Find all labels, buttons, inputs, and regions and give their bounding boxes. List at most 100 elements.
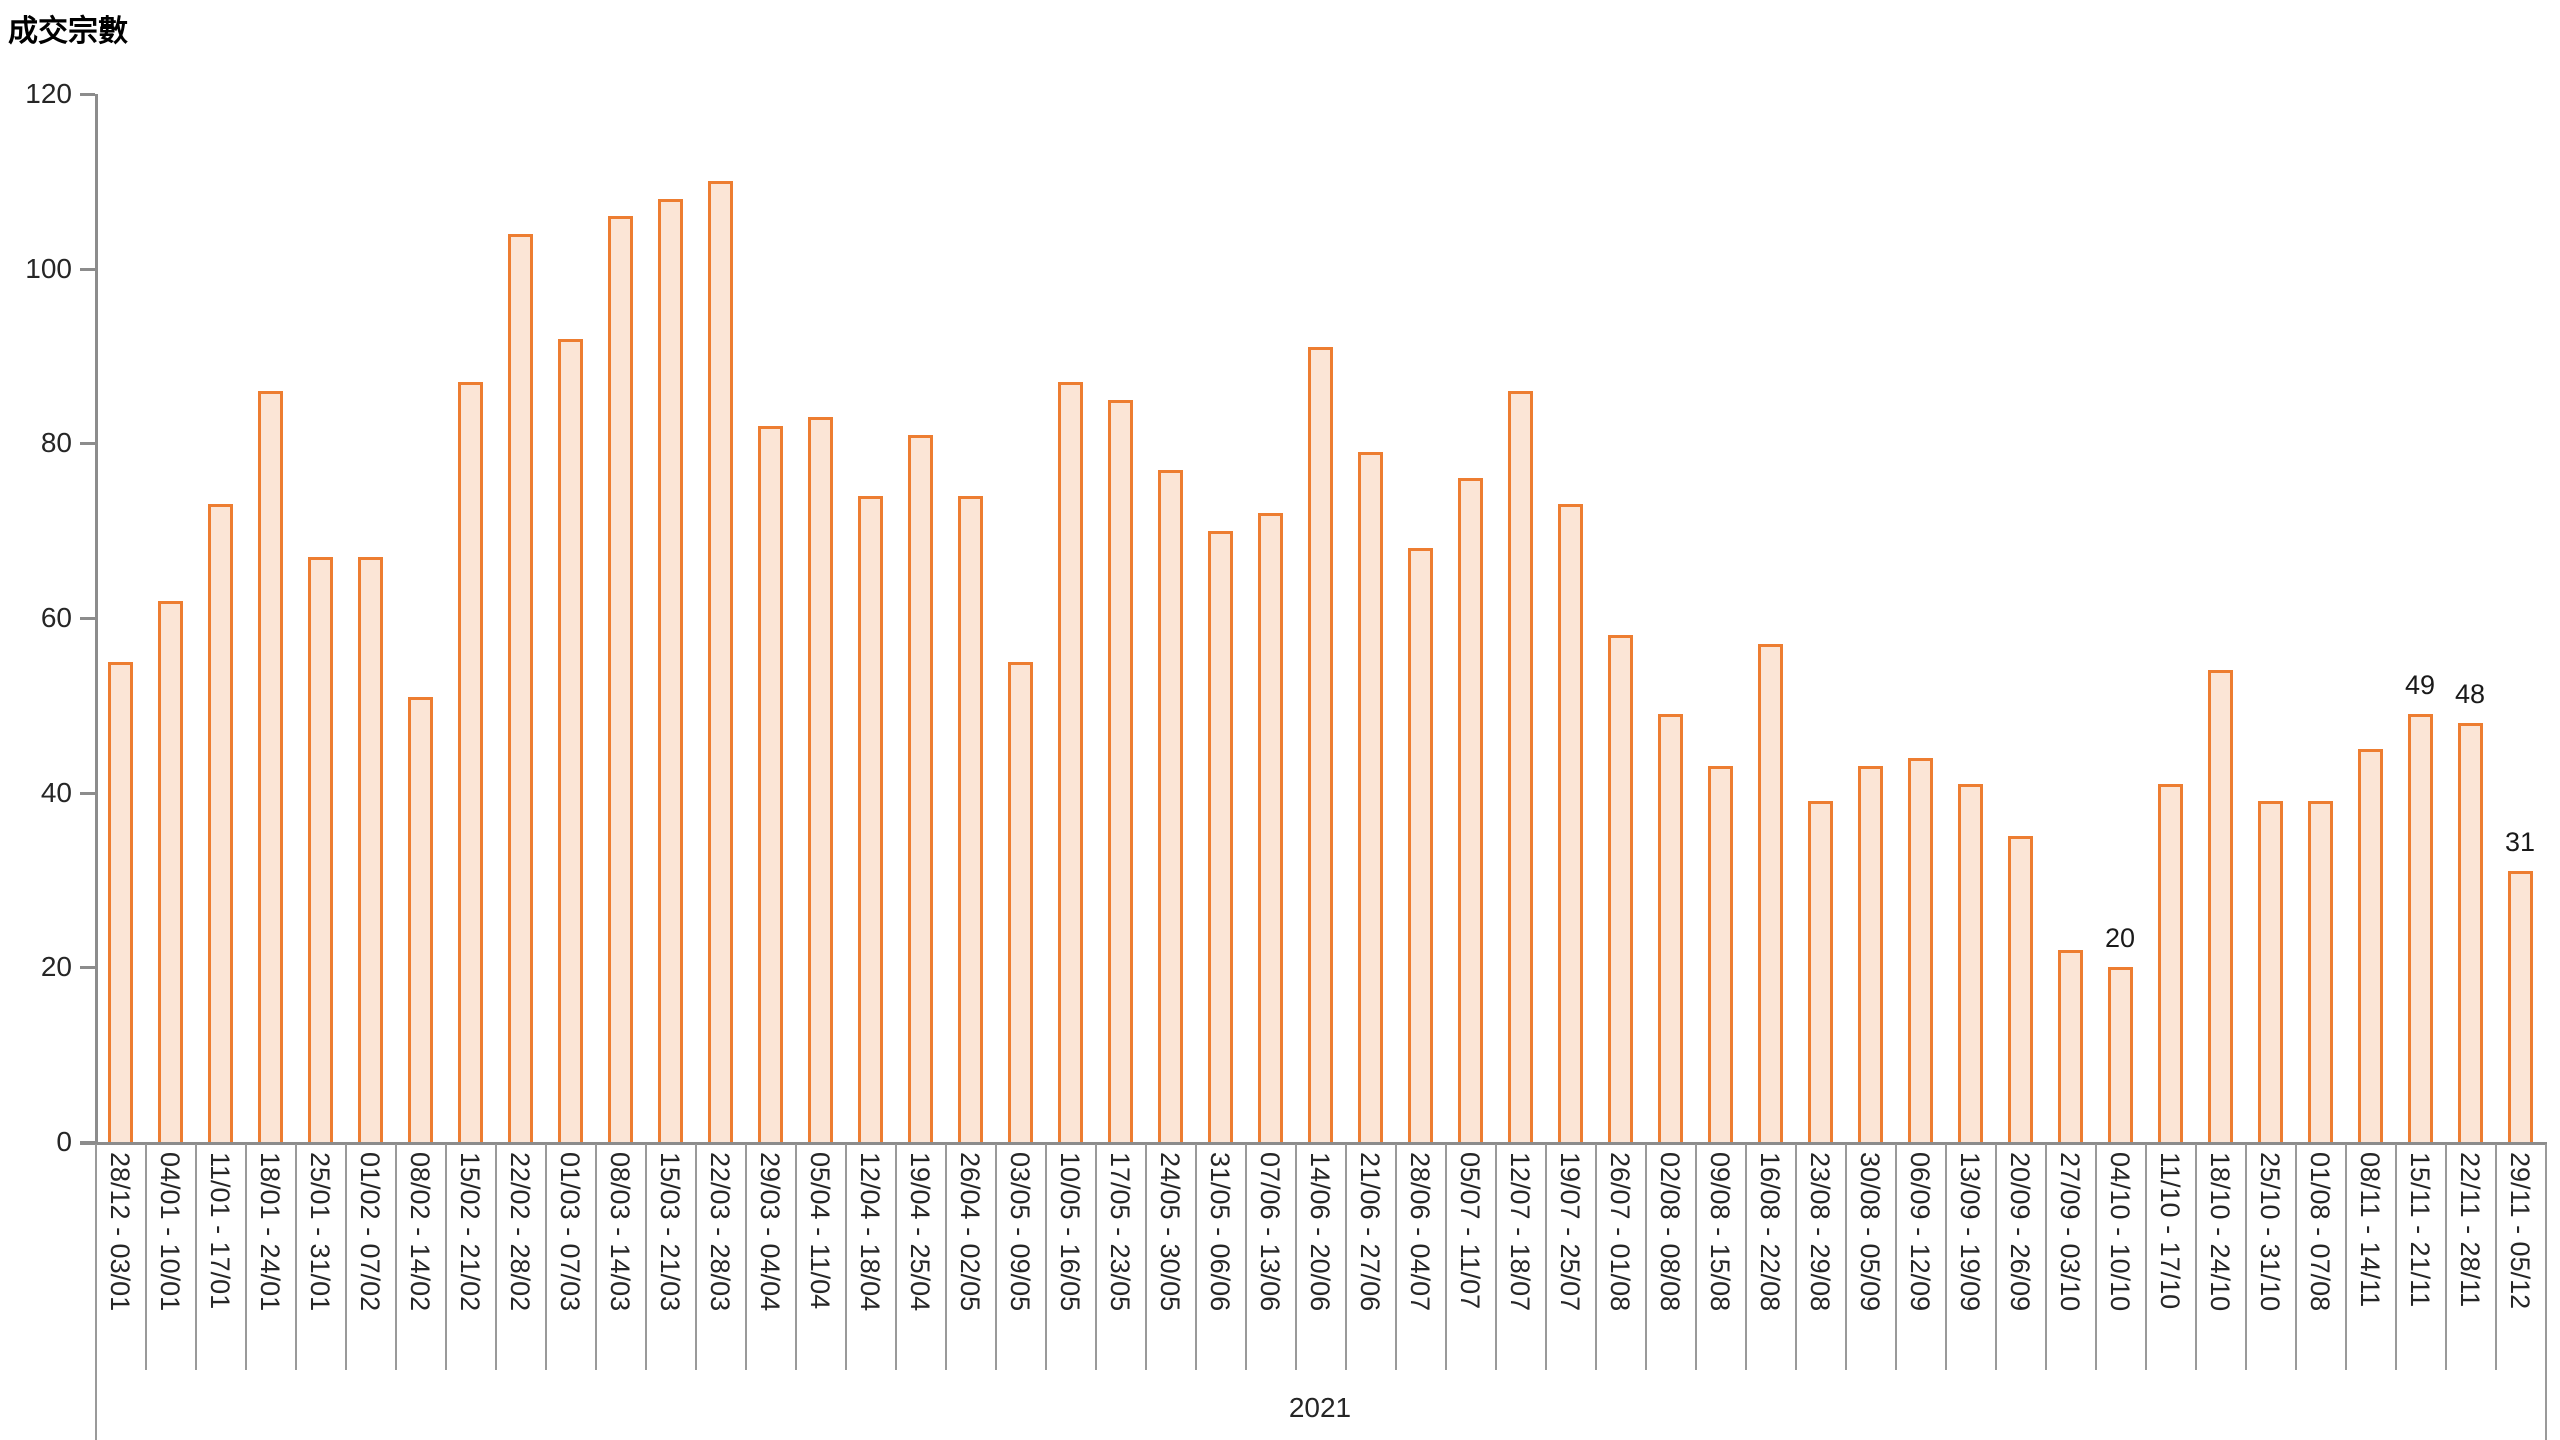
y-tick-mark — [80, 267, 95, 271]
x-axis-label: 30/08 - 05/09 — [1845, 1152, 1895, 1368]
x-axis-label: 21/06 - 27/06 — [1345, 1152, 1395, 1368]
bar — [1607, 635, 1633, 1142]
x-axis-label: 23/08 - 29/08 — [1795, 1152, 1845, 1368]
bar — [1457, 478, 1483, 1142]
x-axis-label-text: 17/05 - 23/05 — [1105, 1152, 1135, 1312]
bar — [357, 556, 383, 1142]
x-axis-label-text: 28/12 - 03/01 — [105, 1152, 135, 1312]
x-axis-label: 28/12 - 03/01 — [95, 1152, 145, 1368]
bar — [507, 233, 533, 1142]
x-axis-label-text: 11/10 - 17/10 — [2155, 1152, 2185, 1310]
category-separator — [2095, 1144, 2097, 1370]
bar-data-label: 48 — [2454, 678, 2486, 709]
x-axis-label: 04/01 - 10/01 — [145, 1152, 195, 1368]
category-separator — [1695, 1144, 1697, 1370]
bar — [1507, 390, 1533, 1142]
category-separator — [2245, 1144, 2247, 1370]
x-axis-label: 26/07 - 01/08 — [1595, 1152, 1645, 1368]
x-axis-label-text: 05/04 - 11/04 — [805, 1152, 835, 1310]
x-axis-label-text: 10/05 - 16/05 — [1055, 1152, 1085, 1312]
x-axis-label: 14/06 - 20/06 — [1295, 1152, 1345, 1368]
category-separator — [645, 1144, 647, 1370]
x-axis-label: 15/02 - 21/02 — [445, 1152, 495, 1368]
year-label: 2021 — [1288, 1392, 1352, 1423]
bar — [1957, 783, 1983, 1142]
bar — [2507, 871, 2533, 1142]
x-axis-label-text: 27/09 - 03/10 — [2055, 1152, 2085, 1312]
y-tick-mark — [80, 93, 95, 96]
x-axis-label: 04/10 - 10/10 — [2095, 1152, 2145, 1368]
category-separator — [245, 1144, 247, 1370]
x-axis-label: 09/08 - 15/08 — [1695, 1152, 1745, 1368]
category-separator — [1195, 1144, 1197, 1370]
y-tick-mark — [80, 966, 95, 970]
x-axis-label-text: 04/01 - 10/01 — [155, 1152, 185, 1312]
x-axis-label: 01/03 - 07/03 — [545, 1152, 595, 1368]
x-axis-label: 22/02 - 28/02 — [495, 1152, 545, 1368]
x-axis-label-text: 01/03 - 07/03 — [555, 1152, 585, 1312]
bar — [2307, 801, 2333, 1142]
x-axis-label: 10/05 - 16/05 — [1045, 1152, 1095, 1368]
bar — [157, 600, 183, 1142]
bar — [1357, 452, 1383, 1142]
x-axis-label: 16/08 - 22/08 — [1745, 1152, 1795, 1368]
category-separator — [895, 1144, 897, 1370]
x-axis-label: 13/09 - 19/09 — [1945, 1152, 1995, 1368]
category-separator — [1895, 1144, 1897, 1370]
x-axis-label: 12/07 - 18/07 — [1495, 1152, 1545, 1368]
category-separator — [1495, 1144, 1497, 1370]
x-axis-label: 19/07 - 25/07 — [1545, 1152, 1595, 1368]
x-axis-label: 24/05 - 30/05 — [1145, 1152, 1195, 1368]
x-axis-label: 05/07 - 11/07 — [1445, 1152, 1495, 1368]
bar — [107, 661, 133, 1142]
x-axis-label-text: 18/10 - 24/10 — [2205, 1152, 2235, 1312]
x-axis-label-text: 18/01 - 24/01 — [255, 1152, 285, 1312]
category-separator — [445, 1144, 447, 1370]
x-axis-label: 15/03 - 21/03 — [645, 1152, 695, 1368]
x-axis-label-text: 04/10 - 10/10 — [2105, 1152, 2135, 1312]
x-axis-label-text: 26/04 - 02/05 — [955, 1152, 985, 1312]
category-separator — [995, 1144, 997, 1370]
bar — [2157, 783, 2183, 1142]
category-separator — [2395, 1144, 2397, 1370]
bar-data-label: 49 — [2404, 670, 2436, 701]
x-axis-label: 25/01 - 31/01 — [295, 1152, 345, 1368]
x-axis-label: 27/09 - 03/10 — [2045, 1152, 2095, 1368]
category-separator — [1795, 1144, 1797, 1370]
bar — [1107, 399, 1133, 1142]
x-axis-label-text: 08/02 - 14/02 — [405, 1152, 435, 1312]
x-axis-label: 29/11 - 05/12 — [2495, 1152, 2545, 1368]
category-separator — [845, 1144, 847, 1370]
category-separator — [1645, 1144, 1647, 1370]
bar — [1757, 644, 1783, 1142]
category-separator — [2045, 1144, 2047, 1370]
x-axis-label: 11/01 - 17/01 — [195, 1152, 245, 1368]
bar — [1307, 347, 1333, 1142]
category-separator — [1245, 1144, 1247, 1370]
x-axis-label: 22/03 - 28/03 — [695, 1152, 745, 1368]
x-axis-label: 06/09 - 12/09 — [1895, 1152, 1945, 1368]
bar — [1857, 766, 1883, 1142]
bar — [757, 425, 783, 1142]
y-tick-mark — [80, 442, 95, 446]
x-axis-label: 28/06 - 04/07 — [1395, 1152, 1445, 1368]
x-axis-label-text: 03/05 - 09/05 — [1005, 1152, 1035, 1312]
category-separator — [695, 1144, 697, 1370]
x-axis-label-text: 09/08 - 15/08 — [1705, 1152, 1735, 1312]
category-separator — [395, 1144, 397, 1370]
x-axis-label-text: 15/02 - 21/02 — [455, 1152, 485, 1312]
y-tick-label: 40 — [40, 776, 72, 808]
y-tick-label: 20 — [40, 951, 72, 983]
category-separator — [195, 1144, 197, 1370]
category-separator — [495, 1144, 497, 1370]
x-axis-label-text: 15/03 - 21/03 — [655, 1152, 685, 1312]
category-separator — [145, 1144, 147, 1370]
x-axis-label-text: 31/05 - 06/06 — [1205, 1152, 1235, 1312]
category-separator — [1845, 1144, 1847, 1370]
x-axis-label: 11/10 - 17/10 — [2145, 1152, 2195, 1368]
bar — [2007, 836, 2033, 1142]
category-separator — [1995, 1144, 1997, 1370]
x-axis-label-text: 26/07 - 01/08 — [1605, 1152, 1635, 1312]
x-axis-label-text: 19/04 - 25/04 — [905, 1152, 935, 1312]
category-separator — [1945, 1144, 1947, 1370]
